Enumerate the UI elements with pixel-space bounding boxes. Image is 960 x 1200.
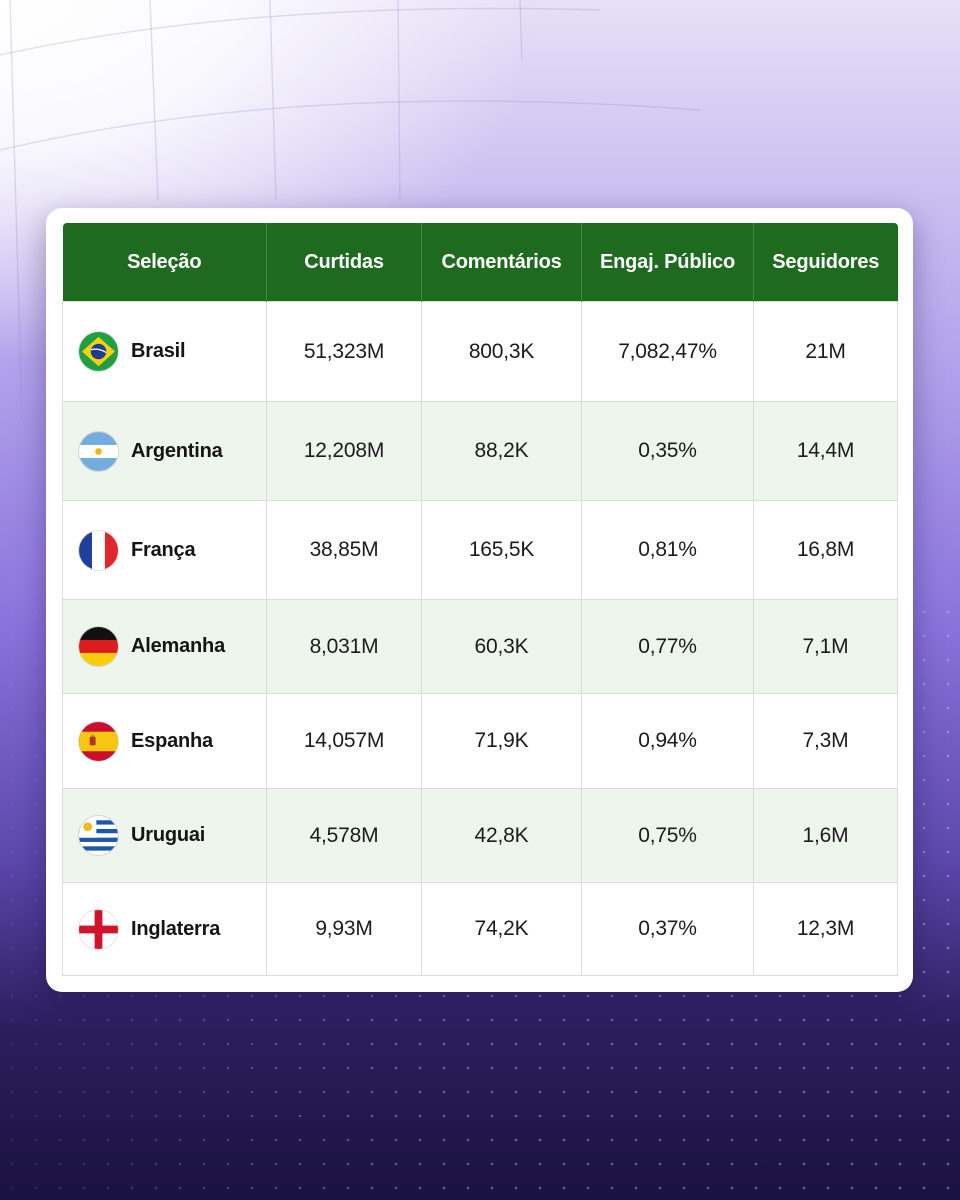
- curtidas-cell: 14,057M: [266, 693, 422, 789]
- table-row: Inglaterra 9,93M 74,2K 0,37% 12,3M: [62, 882, 898, 976]
- table-row: Uruguai 4,578M 42,8K 0,75% 1,6M: [62, 788, 898, 883]
- uruguay-flag-icon: [79, 816, 118, 855]
- seguidores-cell: 14,4M: [753, 401, 898, 501]
- column-header-selecao: Seleção: [62, 223, 267, 302]
- stats-card: Seleção Curtidas Comentários Engaj. Públ…: [46, 208, 913, 992]
- team-cell: Argentina: [62, 401, 267, 501]
- engajamento-cell: 0,75%: [581, 788, 754, 883]
- team-name: Argentina: [131, 439, 223, 462]
- comentarios-cell: 60,3K: [421, 599, 582, 694]
- table-row: Brasil 51,323M 800,3K 7,082,47% 21M: [62, 301, 898, 402]
- column-header-seguidores: Seguidores: [753, 223, 898, 302]
- england-flag-icon: [79, 909, 118, 949]
- column-header-curtidas: Curtidas: [266, 223, 422, 302]
- argentina-flag-icon: [79, 431, 118, 471]
- team-cell: Inglaterra: [62, 882, 267, 976]
- france-flag-icon: [79, 530, 118, 570]
- curtidas-cell: 12,208M: [266, 401, 422, 501]
- background-lines: [0, 0, 701, 420]
- column-header-comentarios: Comentários: [421, 223, 582, 302]
- engajamento-cell: 0,77%: [581, 599, 754, 694]
- curtidas-cell: 9,93M: [266, 882, 422, 976]
- team-cell: Espanha: [62, 693, 267, 789]
- seguidores-cell: 7,1M: [753, 599, 898, 694]
- curtidas-cell: 51,323M: [266, 301, 422, 402]
- comentarios-cell: 88,2K: [421, 401, 582, 501]
- table-row: Argentina 12,208M 88,2K 0,35% 14,4M: [62, 401, 898, 501]
- stats-table: Seleção Curtidas Comentários Engaj. Públ…: [62, 223, 898, 976]
- seguidores-cell: 1,6M: [753, 788, 898, 883]
- comentarios-cell: 165,5K: [421, 500, 582, 600]
- team-name: Espanha: [131, 729, 213, 752]
- column-header-engajamento: Engaj. Público: [581, 223, 754, 302]
- team-cell: Alemanha: [62, 599, 267, 694]
- team-name: França: [131, 538, 196, 561]
- team-cell: Brasil: [62, 301, 267, 402]
- table-row: Espanha 14,057M 71,9K 0,94% 7,3M: [62, 693, 898, 789]
- team-cell: Uruguai: [62, 788, 267, 883]
- team-name: Inglaterra: [131, 917, 221, 940]
- seguidores-cell: 12,3M: [753, 882, 898, 976]
- engajamento-cell: 0,94%: [581, 693, 754, 789]
- team-name: Brasil: [131, 340, 186, 362]
- curtidas-cell: 8,031M: [266, 599, 422, 694]
- curtidas-cell: 38,85M: [266, 500, 422, 600]
- comentarios-cell: 42,8K: [421, 788, 582, 883]
- team-name: Uruguai: [131, 824, 206, 846]
- engajamento-cell: 0,35%: [581, 401, 754, 501]
- table-header-row: Seleção Curtidas Comentários Engaj. Públ…: [62, 223, 898, 302]
- table-row: França 38,85M 165,5K 0,81% 16,8M: [62, 500, 898, 600]
- comentarios-cell: 74,2K: [421, 882, 582, 976]
- table-row: Alemanha 8,031M 60,3K 0,77% 7,1M: [62, 599, 898, 694]
- team-name: Alemanha: [131, 635, 225, 657]
- germany-flag-icon: [79, 627, 118, 666]
- spain-flag-icon: [79, 721, 118, 761]
- engajamento-cell: 0,81%: [581, 500, 754, 600]
- curtidas-cell: 4,578M: [266, 788, 422, 883]
- brazil-flag-icon: [79, 332, 118, 371]
- seguidores-cell: 7,3M: [753, 693, 898, 789]
- team-cell: França: [62, 500, 267, 600]
- seguidores-cell: 16,8M: [753, 500, 898, 600]
- seguidores-cell: 21M: [753, 301, 898, 402]
- engajamento-cell: 0,37%: [581, 882, 754, 976]
- engajamento-cell: 7,082,47%: [581, 301, 754, 402]
- comentarios-cell: 800,3K: [421, 301, 582, 402]
- comentarios-cell: 71,9K: [421, 693, 582, 789]
